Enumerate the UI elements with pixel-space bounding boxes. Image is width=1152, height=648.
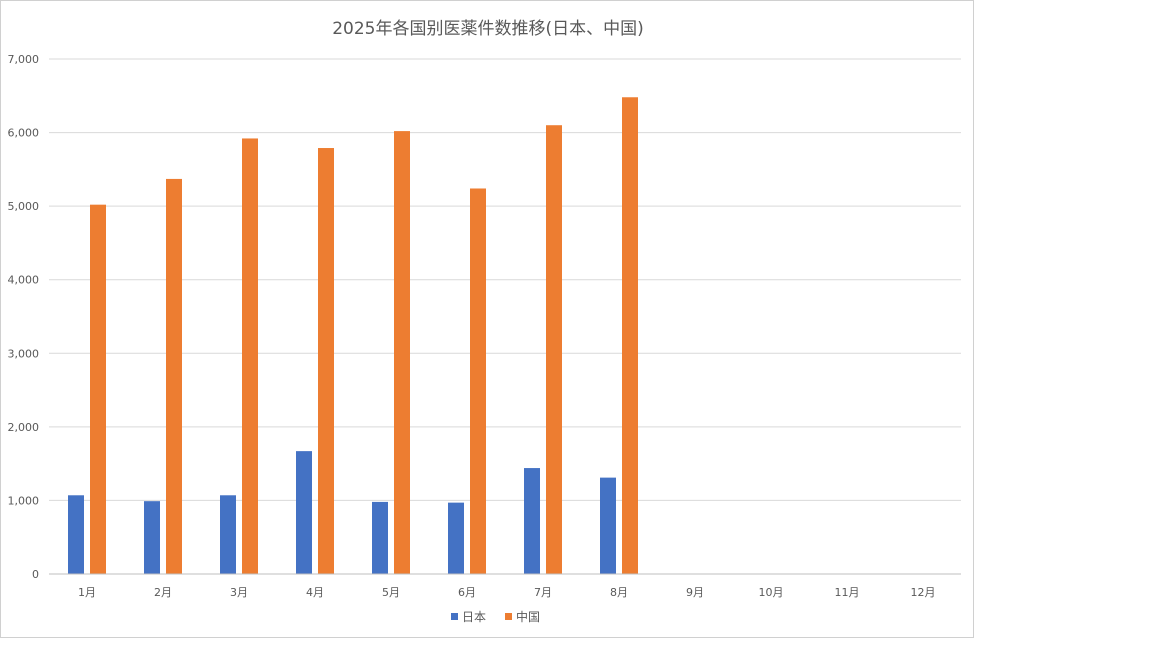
y-tick-label: 4,000	[8, 274, 40, 287]
bars	[68, 97, 638, 574]
x-tick-label: 4月	[306, 586, 324, 599]
x-tick-label: 12月	[911, 586, 936, 599]
bar-japan	[372, 501, 388, 574]
x-tick-label: 8月	[610, 586, 628, 599]
x-tick-label: 1月	[78, 586, 96, 599]
x-tick-label: 7月	[534, 586, 552, 599]
bar-japan	[524, 468, 540, 574]
y-tick-label: 0	[32, 568, 39, 581]
bar-china	[622, 97, 638, 574]
legend-swatch	[505, 613, 512, 620]
x-tick-label: 10月	[759, 586, 784, 599]
legend-label: 中国	[516, 609, 540, 624]
x-tick-label: 11月	[835, 586, 860, 599]
bar-china	[242, 138, 258, 574]
x-tick-label: 5月	[382, 586, 400, 599]
bar-chart: 2025年各国别医薬件数推移(日本、中国) 0 1,000 2,000 3,000 4,…	[8, 19, 961, 624]
x-tick-label: 6月	[458, 586, 476, 599]
legend: 日本 中国	[451, 609, 540, 624]
y-axis-ticks: 0 1,000 2,000 3,000 4,000 5,000 6,000 7,000	[8, 53, 40, 581]
bar-japan	[220, 495, 236, 574]
y-tick-label: 7,000	[8, 53, 40, 66]
chart-area: 2025年各国别医薬件数推移(日本、中国) 0 1,000 2,000 3,000 4,…	[0, 0, 974, 638]
bar-china	[166, 178, 182, 574]
bar-china	[90, 204, 106, 574]
legend-label: 日本	[462, 610, 486, 624]
y-tick-label: 6,000	[8, 127, 40, 140]
y-tick-label: 1,000	[8, 494, 40, 507]
legend-swatch	[451, 613, 458, 620]
bar-japan	[600, 477, 616, 574]
x-axis-ticks: 1月 2月 3月 4月 5月 6月 7月 8月 9月 10月 11月 12月	[78, 586, 936, 599]
bar-china	[470, 188, 486, 574]
y-tick-label: 5,000	[8, 200, 40, 213]
x-tick-label: 3月	[230, 586, 248, 599]
y-tick-label: 2,000	[8, 421, 40, 434]
x-tick-label: 2月	[154, 586, 172, 599]
bar-china	[546, 125, 562, 574]
bar-china	[394, 131, 410, 574]
bar-japan	[448, 502, 464, 574]
bar-china	[318, 148, 334, 574]
bar-japan	[144, 501, 160, 574]
bar-japan	[68, 495, 84, 574]
y-tick-label: 3,000	[8, 347, 40, 360]
chart-title: 2025年各国别医薬件数推移(日本、中国)	[332, 19, 644, 39]
x-tick-label: 9月	[686, 586, 704, 599]
bar-japan	[296, 451, 312, 574]
gridlines	[49, 58, 961, 501]
